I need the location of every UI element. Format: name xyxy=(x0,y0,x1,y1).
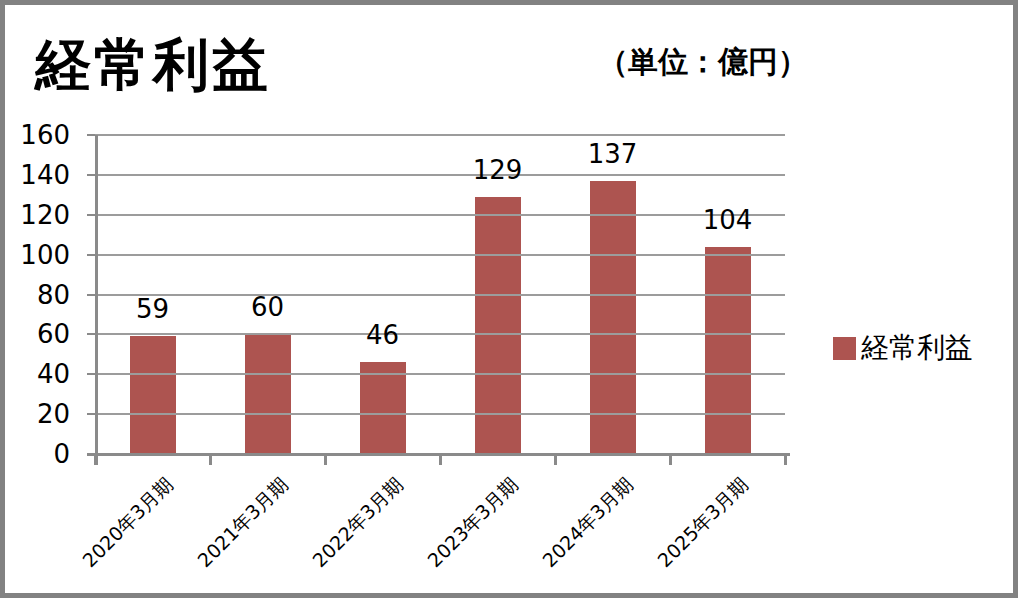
x-axis-label: 2021年3月期 xyxy=(192,472,293,573)
bar xyxy=(475,197,521,454)
y-axis-label: 40 xyxy=(0,361,70,387)
bar-value-label: 137 xyxy=(553,141,673,167)
gridline xyxy=(95,373,785,375)
bar xyxy=(245,334,291,454)
gridline xyxy=(95,413,785,415)
y-axis-tick xyxy=(87,333,95,335)
y-axis-tick xyxy=(87,214,95,216)
y-axis-label: 140 xyxy=(0,162,70,188)
bar-value-label: 129 xyxy=(438,157,558,183)
x-axis-line xyxy=(87,453,790,456)
x-axis-label: 2024年3月期 xyxy=(537,472,638,573)
y-axis-tick xyxy=(87,373,95,375)
legend: 経常利益 xyxy=(833,334,973,362)
y-axis-tick xyxy=(87,254,95,256)
bar-value-label: 46 xyxy=(323,322,443,348)
bar-value-label: 59 xyxy=(93,296,213,322)
y-axis-tick xyxy=(87,413,95,415)
x-axis-label: 2022年3月期 xyxy=(307,472,408,573)
y-axis-tick xyxy=(87,174,95,176)
y-axis-label: 0 xyxy=(0,441,70,467)
legend-swatch-icon xyxy=(833,337,856,360)
y-axis-tick xyxy=(87,134,95,136)
gridline xyxy=(95,254,785,256)
bar-value-label: 104 xyxy=(668,207,788,233)
y-axis-label: 60 xyxy=(0,321,70,347)
y-axis-label: 80 xyxy=(0,282,70,308)
bar-value-label: 60 xyxy=(208,294,328,320)
gridline xyxy=(95,134,785,136)
unit-label: （単位：億円） xyxy=(598,42,808,83)
bar xyxy=(360,362,406,454)
x-axis-label: 2020年3月期 xyxy=(77,472,178,573)
gridline xyxy=(95,294,785,296)
y-axis-label: 160 xyxy=(0,122,70,148)
y-axis-tick xyxy=(87,294,95,296)
y-axis-label: 100 xyxy=(0,242,70,268)
bar xyxy=(705,247,751,454)
x-axis-label: 2025年3月期 xyxy=(652,472,753,573)
legend-label: 経常利益 xyxy=(861,334,973,362)
chart-title: 経常利益 xyxy=(35,28,271,104)
y-axis-label: 20 xyxy=(0,401,70,427)
x-axis-label: 2023年3月期 xyxy=(422,472,523,573)
chart-canvas: 経常利益 （単位：億円） 596046129137104020406080100… xyxy=(0,0,1018,598)
bar xyxy=(130,336,176,454)
y-axis-label: 120 xyxy=(0,202,70,228)
